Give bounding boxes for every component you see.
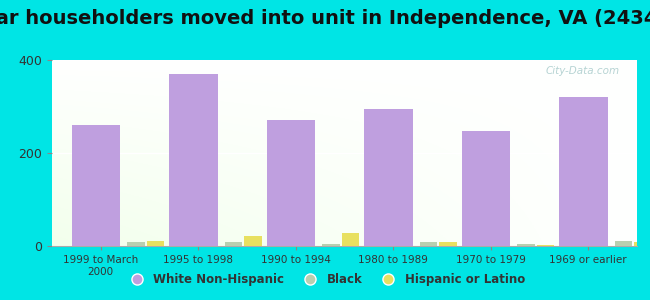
Bar [420,242,437,246]
Bar [462,131,510,246]
Bar [439,242,457,246]
Bar [342,233,359,246]
Text: City-Data.com: City-Data.com [545,66,619,76]
Bar [364,109,413,246]
Bar [266,120,315,246]
Bar [225,242,242,246]
Bar [322,244,339,246]
Bar [169,74,218,246]
Bar [537,244,554,246]
Bar [559,97,608,246]
Bar [615,241,632,246]
Bar [517,244,534,246]
Bar [634,242,650,246]
Legend: White Non-Hispanic, Black, Hispanic or Latino: White Non-Hispanic, Black, Hispanic or L… [120,269,530,291]
Bar [127,242,144,246]
Bar [244,236,261,246]
Bar [72,125,120,246]
Bar [147,241,164,246]
Text: Year householders moved into unit in Independence, VA (24348): Year householders moved into unit in Ind… [0,9,650,28]
